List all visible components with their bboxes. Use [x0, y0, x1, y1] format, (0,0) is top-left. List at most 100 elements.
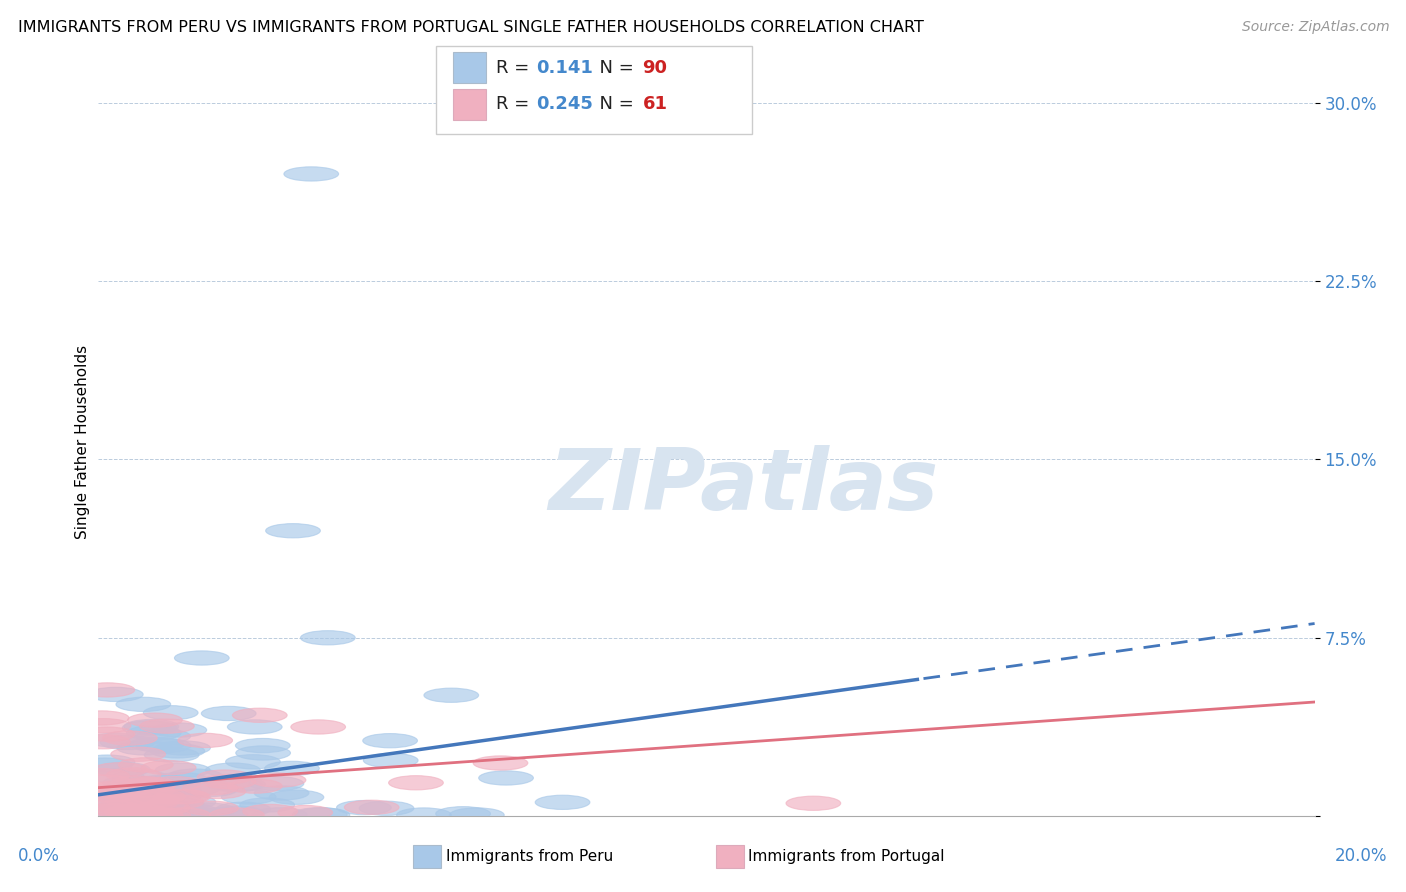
Ellipse shape: [128, 713, 183, 727]
Y-axis label: Single Father Households: Single Father Households: [75, 344, 90, 539]
Ellipse shape: [205, 763, 260, 777]
Ellipse shape: [278, 805, 333, 820]
Ellipse shape: [118, 757, 173, 772]
Ellipse shape: [111, 776, 166, 790]
Ellipse shape: [180, 803, 235, 817]
Ellipse shape: [150, 744, 205, 758]
Ellipse shape: [128, 801, 183, 815]
Ellipse shape: [89, 769, 143, 783]
Ellipse shape: [208, 778, 263, 792]
Ellipse shape: [152, 723, 207, 737]
Ellipse shape: [117, 740, 172, 755]
Ellipse shape: [125, 793, 180, 807]
Ellipse shape: [786, 797, 841, 811]
Ellipse shape: [436, 806, 491, 821]
Ellipse shape: [359, 801, 413, 815]
Ellipse shape: [264, 761, 319, 775]
Ellipse shape: [89, 687, 143, 701]
Ellipse shape: [145, 747, 200, 762]
Ellipse shape: [115, 805, 170, 819]
Text: 20.0%: 20.0%: [1336, 847, 1388, 865]
Ellipse shape: [396, 808, 451, 822]
Ellipse shape: [96, 805, 150, 819]
Ellipse shape: [138, 775, 193, 789]
Ellipse shape: [249, 776, 304, 790]
Ellipse shape: [84, 788, 139, 802]
Text: IMMIGRANTS FROM PERU VS IMMIGRANTS FROM PORTUGAL SINGLE FATHER HOUSEHOLDS CORREL: IMMIGRANTS FROM PERU VS IMMIGRANTS FROM …: [18, 20, 924, 35]
Ellipse shape: [110, 806, 165, 821]
Ellipse shape: [115, 785, 170, 799]
Ellipse shape: [156, 741, 211, 756]
Ellipse shape: [103, 731, 157, 745]
Ellipse shape: [136, 804, 191, 818]
Ellipse shape: [388, 776, 443, 790]
Ellipse shape: [75, 786, 129, 800]
Ellipse shape: [94, 783, 149, 797]
Ellipse shape: [136, 808, 190, 822]
Ellipse shape: [75, 769, 129, 783]
Ellipse shape: [80, 682, 135, 697]
Ellipse shape: [155, 763, 209, 777]
Text: 61: 61: [643, 95, 668, 113]
Ellipse shape: [77, 775, 132, 789]
Ellipse shape: [156, 789, 211, 804]
Ellipse shape: [149, 795, 204, 809]
Ellipse shape: [115, 698, 170, 712]
Text: 0.0%: 0.0%: [18, 847, 60, 865]
Ellipse shape: [84, 783, 138, 797]
Ellipse shape: [194, 807, 247, 822]
Ellipse shape: [284, 167, 339, 181]
Ellipse shape: [240, 797, 295, 812]
Ellipse shape: [291, 720, 346, 734]
Text: 90: 90: [643, 59, 668, 77]
Ellipse shape: [201, 706, 256, 721]
Ellipse shape: [148, 803, 202, 817]
Ellipse shape: [243, 805, 298, 819]
Ellipse shape: [221, 789, 276, 804]
Ellipse shape: [121, 779, 176, 793]
Text: 0.245: 0.245: [536, 95, 592, 113]
Ellipse shape: [122, 777, 177, 791]
Ellipse shape: [104, 792, 159, 806]
Ellipse shape: [253, 808, 307, 822]
Ellipse shape: [536, 795, 591, 809]
Ellipse shape: [136, 739, 191, 753]
Ellipse shape: [136, 729, 191, 743]
Ellipse shape: [122, 721, 177, 735]
Ellipse shape: [295, 808, 350, 822]
Ellipse shape: [79, 785, 134, 799]
Ellipse shape: [87, 804, 142, 818]
Ellipse shape: [153, 772, 208, 787]
Ellipse shape: [131, 789, 186, 804]
Ellipse shape: [292, 807, 347, 822]
Ellipse shape: [153, 789, 208, 804]
Ellipse shape: [75, 790, 129, 805]
Ellipse shape: [98, 798, 153, 813]
Ellipse shape: [211, 777, 266, 791]
Ellipse shape: [96, 763, 150, 777]
Ellipse shape: [363, 733, 418, 747]
Ellipse shape: [80, 727, 135, 741]
Ellipse shape: [177, 733, 232, 747]
Ellipse shape: [93, 795, 148, 809]
Ellipse shape: [89, 733, 143, 747]
Text: 0.141: 0.141: [536, 59, 592, 77]
Ellipse shape: [97, 800, 152, 814]
Ellipse shape: [156, 808, 211, 822]
Ellipse shape: [363, 753, 418, 767]
Ellipse shape: [165, 781, 219, 796]
Ellipse shape: [269, 790, 323, 805]
Text: R =: R =: [496, 59, 536, 77]
Ellipse shape: [191, 784, 246, 798]
Text: R =: R =: [496, 95, 536, 113]
Text: Immigrants from Peru: Immigrants from Peru: [446, 849, 613, 863]
Ellipse shape: [162, 806, 217, 821]
Ellipse shape: [201, 774, 256, 789]
Ellipse shape: [183, 780, 238, 795]
Ellipse shape: [104, 805, 159, 819]
Ellipse shape: [110, 796, 165, 810]
Ellipse shape: [254, 786, 309, 800]
Ellipse shape: [107, 768, 162, 782]
Ellipse shape: [146, 776, 201, 790]
Ellipse shape: [128, 799, 181, 814]
